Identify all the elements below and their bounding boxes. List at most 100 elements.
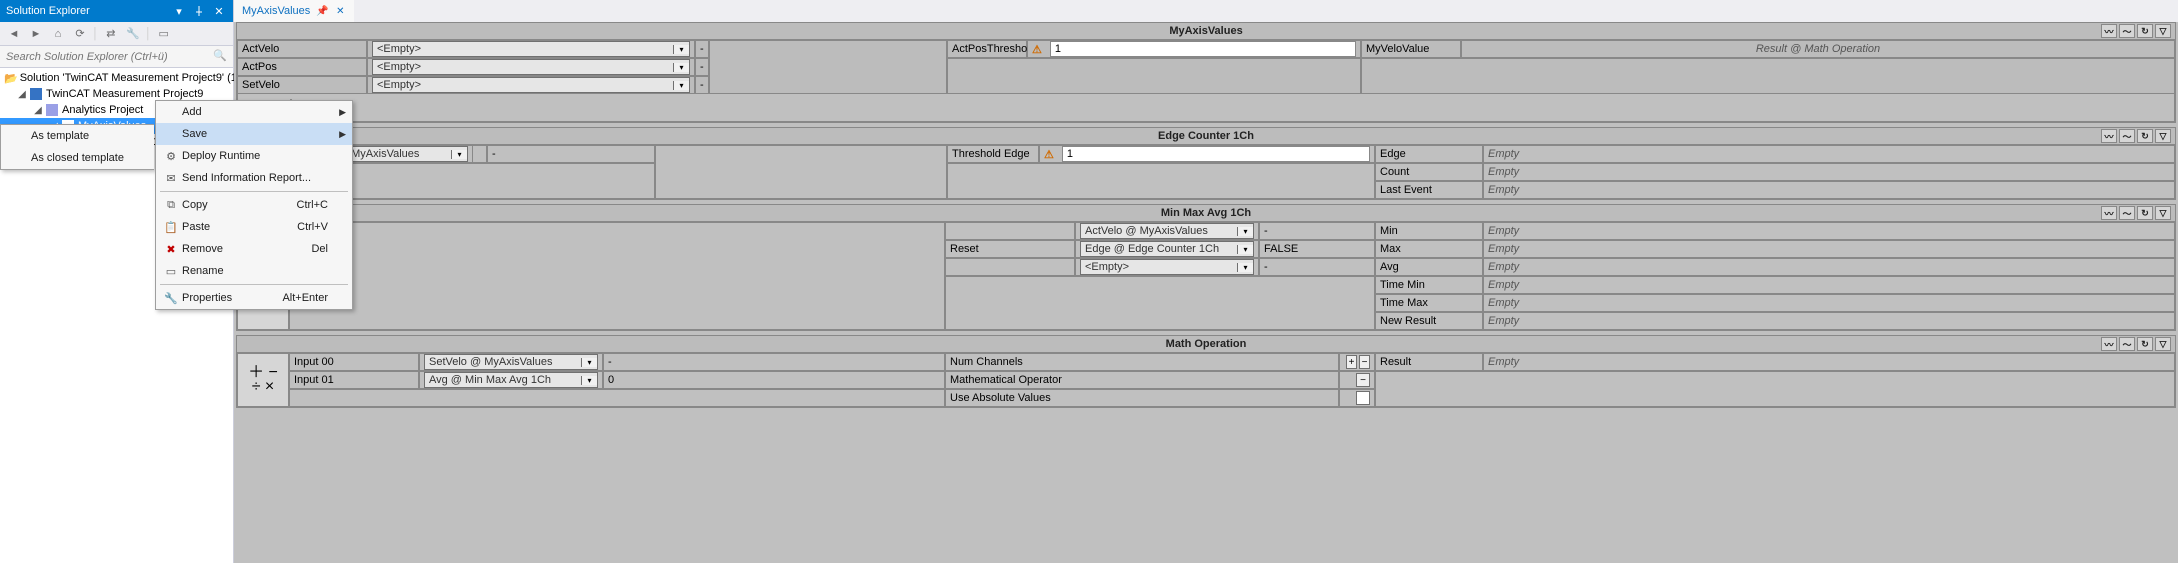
section-mathop: Math Operation 〰 〜 ↻ ▽ ＋ −÷ × Input 00 S…	[236, 335, 2176, 408]
tab-title: MyAxisValues	[242, 5, 310, 17]
tree-label: Analytics Project	[62, 104, 143, 116]
expander-icon[interactable]: ◢	[32, 105, 44, 116]
dropdown-mma-reset[interactable]: Edge @ Edge Counter 1Ch▾	[1080, 241, 1254, 257]
solution-explorer-title: Solution Explorer	[6, 5, 171, 17]
symbol: FALSE	[1259, 240, 1375, 258]
ctx-send-info[interactable]: ✉Send Information Report...	[156, 167, 352, 189]
solution-explorer-search[interactable]: 🔍	[0, 46, 233, 68]
wrench-icon[interactable]: 🔧	[123, 24, 143, 44]
chevron-down-icon[interactable]: ▾	[1237, 245, 1253, 254]
label-input00: Input 00	[289, 353, 419, 371]
wave-icon[interactable]: 〜	[2119, 337, 2135, 351]
ctx-save[interactable]: Save▶	[156, 123, 352, 145]
chevron-down-icon[interactable]: ▾	[1237, 227, 1253, 236]
ctx-add[interactable]: Add▶	[156, 101, 352, 123]
dropdown-setvelo[interactable]: <Empty>▾	[372, 77, 690, 93]
rename-icon: ▭	[160, 265, 182, 278]
collapse-icon[interactable]: ▭	[154, 24, 174, 44]
label-edge: Edge	[1375, 145, 1483, 163]
remove-icon: ✖	[160, 243, 182, 256]
wave-icon[interactable]: 〜	[2119, 129, 2135, 143]
label-newresult: New Result	[1375, 312, 1483, 330]
submenu-as-template[interactable]: As template	[1, 125, 154, 147]
value-count: Empty	[1483, 163, 2175, 181]
input-actposthreshold[interactable]: 1	[1050, 41, 1356, 57]
search-input[interactable]	[4, 50, 213, 64]
separator	[160, 284, 348, 285]
search-icon[interactable]: 🔍	[213, 49, 229, 65]
forward-icon[interactable]: ►	[26, 24, 46, 44]
reload-icon[interactable]: ↻	[2137, 206, 2153, 220]
expander-icon[interactable]: ◢	[16, 89, 28, 100]
checkbox-use-abs[interactable]	[1356, 391, 1370, 405]
symbol: -	[1259, 222, 1375, 240]
chart-icon[interactable]: 〰	[2101, 24, 2117, 38]
chart-icon[interactable]: 〰	[2101, 206, 2117, 220]
dropdown-input01[interactable]: Avg @ Min Max Avg 1Ch▾	[424, 372, 598, 388]
paste-icon: 📋	[160, 221, 182, 234]
symbol: -	[603, 353, 945, 371]
chevron-down-icon[interactable]: ▾	[451, 150, 467, 159]
dropdown-mma-in[interactable]: ActVelo @ MyAxisValues▾	[1080, 223, 1254, 239]
ctx-rename[interactable]: ▭Rename	[156, 260, 352, 282]
reload-icon[interactable]: ↻	[2137, 337, 2153, 351]
pin-icon[interactable]	[191, 3, 207, 19]
input-threshold-edge[interactable]: 1	[1062, 146, 1370, 162]
tree-solution[interactable]: 📂 Solution 'TwinCAT Measurement Project9…	[0, 70, 233, 86]
dropdown-actvelo[interactable]: <Empty>▾	[372, 41, 690, 57]
ctx-copy[interactable]: ⧉CopyCtrl+C	[156, 194, 352, 216]
reload-icon[interactable]: ↻	[2137, 24, 2153, 38]
chevron-down-icon[interactable]: ▾	[1237, 263, 1253, 272]
label-reset: Reset	[945, 240, 1075, 258]
chevron-down-icon[interactable]: ▽	[2155, 206, 2171, 220]
symbol: 0	[603, 371, 945, 389]
label-use-abs: Use Absolute Values	[945, 389, 1339, 407]
chevron-down-icon[interactable]: ▽	[2155, 129, 2171, 143]
context-menu: Add▶ Save▶ ⚙Deploy Runtime ✉Send Informa…	[155, 100, 353, 310]
submenu-as-closed-template[interactable]: As closed template	[1, 147, 154, 169]
refresh-icon[interactable]: ⟳	[70, 24, 90, 44]
section-minmaxavg: Min Max Avg 1Ch 〰 〜 ↻ ▽ ActVelo @ MyAxis…	[236, 204, 2176, 331]
ctx-remove[interactable]: ✖RemoveDel	[156, 238, 352, 260]
close-icon[interactable]: ✕	[334, 5, 346, 17]
section-title: Math Operation 〰 〜 ↻ ▽	[236, 335, 2176, 353]
chevron-down-icon[interactable]: ▽	[2155, 337, 2171, 351]
close-icon[interactable]: ✕	[211, 3, 227, 19]
section-myaxisvalues: MyAxisValues 〰 〜 ↻ ▽ ActVelo <Empty>▾ -	[236, 22, 2176, 123]
dropdown-mma-empty[interactable]: <Empty>▾	[1080, 259, 1254, 275]
ctx-deploy-runtime[interactable]: ⚙Deploy Runtime	[156, 145, 352, 167]
chevron-down-icon[interactable]: ▾	[673, 81, 689, 90]
warning-icon: ⚠	[1032, 43, 1042, 56]
sync-icon[interactable]: ⇄	[101, 24, 121, 44]
mail-icon: ✉	[160, 172, 182, 185]
minus-button[interactable]: −	[1359, 355, 1370, 369]
chevron-right-icon: ▶	[339, 129, 346, 140]
plus-button[interactable]: +	[1346, 355, 1357, 369]
wave-icon[interactable]: 〜	[2119, 206, 2135, 220]
pin-icon[interactable]: 📌	[316, 5, 328, 17]
chevron-down-icon[interactable]: ▾	[581, 376, 597, 385]
section-edgecounter: Edge Counter 1Ch 〰 〜 ↻ ▽ ActPos @ MyAxis…	[236, 127, 2176, 200]
wave-icon[interactable]: 〜	[2119, 24, 2135, 38]
designer-surface: MyAxisValues 〰 〜 ↻ ▽ ActVelo <Empty>▾ -	[234, 22, 2178, 563]
chart-icon[interactable]: 〰	[2101, 129, 2117, 143]
dropdown-input00[interactable]: SetVelo @ MyAxisValues▾	[424, 354, 598, 370]
chart-icon[interactable]: 〰	[2101, 337, 2117, 351]
chevron-down-icon[interactable]: ▾	[581, 358, 597, 367]
ctx-properties[interactable]: 🔧PropertiesAlt+Enter	[156, 287, 352, 309]
chevron-down-icon[interactable]: ▽	[2155, 24, 2171, 38]
ctx-paste[interactable]: 📋PasteCtrl+V	[156, 216, 352, 238]
tab-myaxisvalues[interactable]: MyAxisValues 📌 ✕	[234, 0, 354, 22]
module-icon-cell: ＋ −÷ ×	[237, 353, 289, 407]
value-timemax: Empty	[1483, 294, 2175, 312]
reload-icon[interactable]: ↻	[2137, 129, 2153, 143]
operator-button[interactable]: −	[1356, 373, 1370, 387]
chevron-down-icon[interactable]: ▾	[673, 63, 689, 72]
home-icon[interactable]: ⌂	[48, 24, 68, 44]
document-tabbar: MyAxisValues 📌 ✕	[234, 0, 2178, 22]
dropdown-actpos[interactable]: <Empty>▾	[372, 59, 690, 75]
back-icon[interactable]: ◄	[4, 24, 24, 44]
analytics-icon	[44, 103, 60, 117]
chevron-down-icon[interactable]: ▾	[673, 45, 689, 54]
dropdown-icon[interactable]: ▾	[171, 3, 187, 19]
